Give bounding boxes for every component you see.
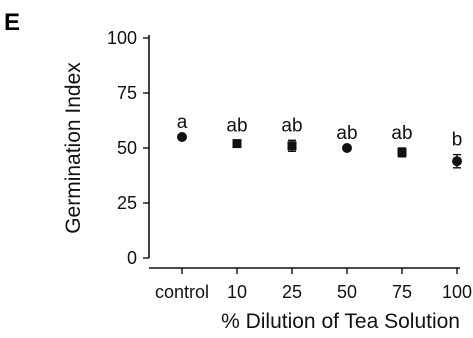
y-tick-label: 25 [117,193,137,213]
y-axis-title: Germination Index [62,62,85,234]
x-tick-label: 100 [442,282,472,302]
panel-label: E [4,9,20,36]
x-tick-label: control [155,282,209,302]
significance-label: a [177,112,188,133]
data-point [232,139,242,149]
data-point [452,156,462,167]
significance-label: ab [281,115,302,136]
y-tick-label: 0 [127,248,137,268]
y-axis-ticks: 0 25 50 75 100 [107,28,149,268]
data-point [397,147,407,157]
x-tick-label: 75 [392,282,412,302]
y-tick-label: 100 [107,28,137,48]
significance-label: ab [336,123,357,144]
x-axis-title: % Dilution of Tea Solution [221,310,460,333]
x-axis-ticks: control 10 25 50 75 100 [155,268,472,302]
y-tick-label: 50 [117,138,137,158]
data-points: a ab ab ab ab b [177,112,463,169]
x-tick-label: 10 [227,282,247,302]
x-tick-label: 25 [282,282,302,302]
significance-label: b [452,130,463,151]
y-tick-label: 75 [117,83,137,103]
data-point [342,143,352,153]
significance-label: ab [391,123,412,144]
data-point [287,141,297,151]
significance-label: ab [226,115,247,136]
x-tick-label: 50 [337,282,357,302]
data-point [177,132,187,142]
